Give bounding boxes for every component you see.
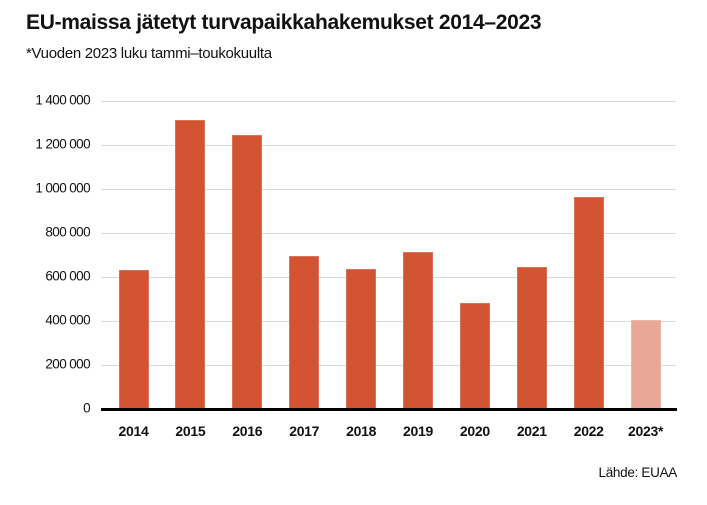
source-note: Lähde: EUAA — [598, 465, 677, 480]
bar-2021 — [517, 267, 547, 409]
x-axis-tick-label: 2015 — [175, 423, 206, 439]
gridline — [101, 233, 676, 234]
x-axis-tick-label: 2014 — [118, 423, 149, 439]
x-axis-tick-label: 2018 — [346, 423, 377, 439]
gridline — [101, 365, 676, 366]
x-axis-tick-label: 2021 — [516, 423, 547, 439]
chart-subtitle: *Vuoden 2023 luku tammi–toukokuulta — [26, 45, 272, 62]
bar-2016 — [232, 135, 262, 409]
gridline — [101, 145, 676, 146]
gridline — [101, 277, 676, 278]
bar-2017 — [289, 256, 319, 409]
gridline — [101, 101, 676, 102]
x-axis-tick-label: 2016 — [232, 423, 263, 439]
y-axis-tick-label: 1 400 000 — [35, 92, 90, 108]
gridline — [101, 321, 676, 322]
x-axis-tick-label: 2022 — [573, 423, 604, 439]
y-axis-tick-label: 1 000 000 — [35, 180, 90, 196]
bar-2023-partial — [631, 320, 661, 409]
x-axis-tick-label: 2017 — [289, 423, 320, 439]
bar-2015 — [175, 120, 205, 409]
x-axis-line — [101, 408, 677, 411]
bar-2018 — [346, 269, 376, 409]
x-axis-tick-label: 2019 — [403, 423, 433, 439]
y-axis-tick-label: 200 000 — [45, 356, 90, 372]
bar-2022 — [574, 197, 604, 409]
y-axis-tick-label: 1 200 000 — [35, 136, 90, 152]
bar-2019 — [403, 252, 433, 409]
bar-2020 — [460, 303, 490, 409]
y-axis-tick-label: 0 — [83, 400, 91, 416]
y-axis-tick-label: 600 000 — [45, 268, 90, 284]
gridline — [101, 189, 676, 190]
chart-title: EU-maissa jätetyt turvapaikkahakemukset … — [26, 11, 542, 34]
bar-2014 — [119, 270, 149, 409]
y-axis-tick-label: 800 000 — [45, 224, 90, 240]
x-axis-tick-label: 2020 — [459, 423, 490, 439]
x-axis-tick-label: 2023* — [628, 423, 664, 439]
y-axis-tick-label: 400 000 — [45, 312, 90, 328]
